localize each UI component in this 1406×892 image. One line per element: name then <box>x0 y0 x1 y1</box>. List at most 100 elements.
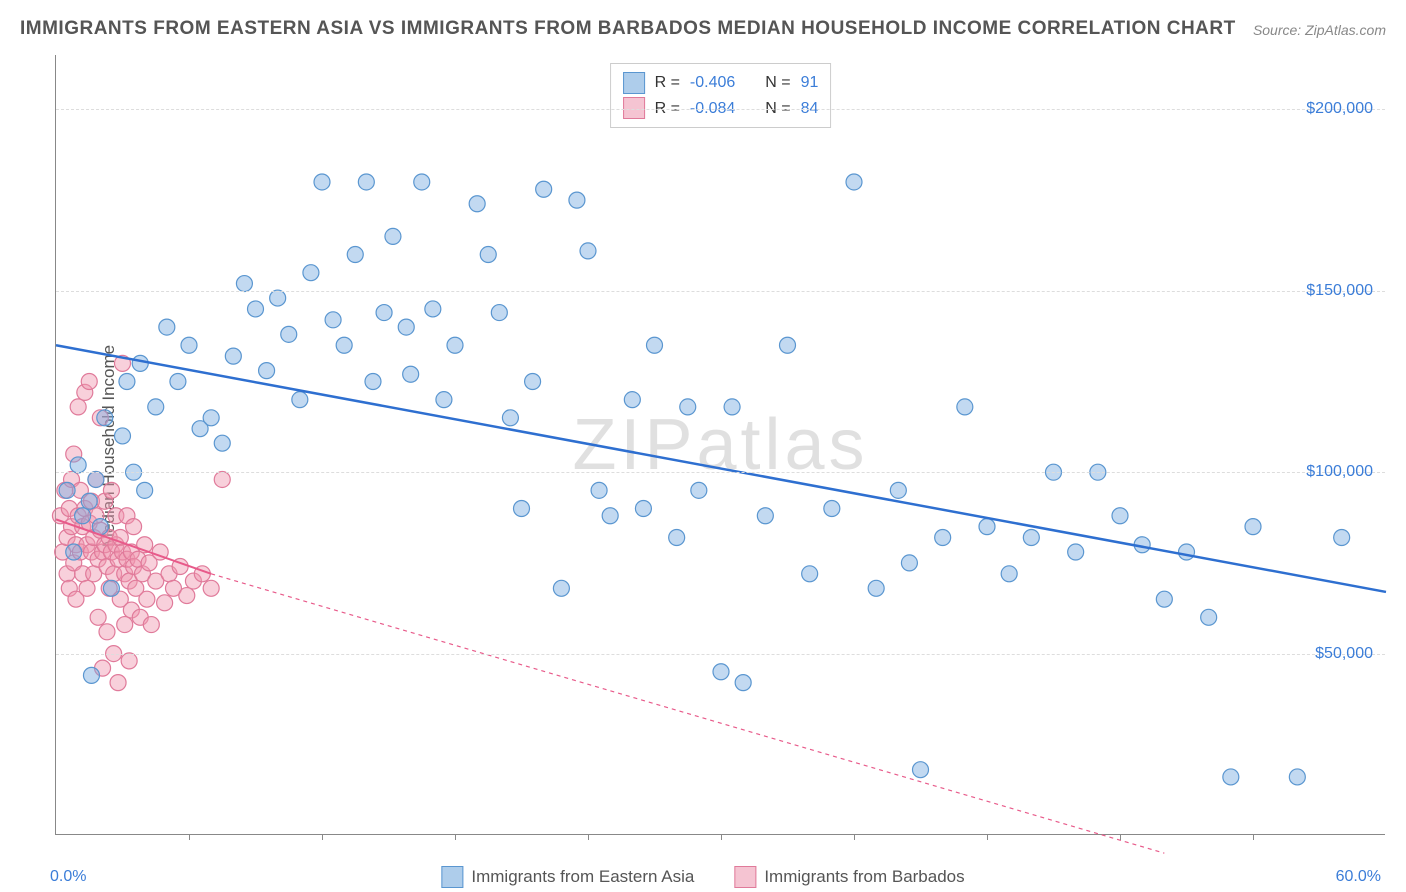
scatter-point <box>214 435 230 451</box>
scatter-point <box>126 519 142 535</box>
y-tick-label: $100,000 <box>1306 463 1373 481</box>
scatter-point <box>137 482 153 498</box>
scatter-point <box>81 374 97 390</box>
scatter-point <box>979 519 995 535</box>
scatter-point <box>75 508 91 524</box>
r-label: R = <box>655 96 680 122</box>
legend-swatch-1 <box>623 97 645 119</box>
scatter-point <box>1156 591 1172 607</box>
scatter-point <box>398 319 414 335</box>
scatter-point <box>121 653 137 669</box>
scatter-point <box>325 312 341 328</box>
scatter-point <box>59 482 75 498</box>
legend-label-1: Immigrants from Barbados <box>764 867 964 887</box>
scatter-point <box>913 762 929 778</box>
scatter-point <box>347 247 363 263</box>
scatter-point <box>376 305 392 321</box>
scatter-point <box>365 374 381 390</box>
scatter-point <box>214 471 230 487</box>
x-tick <box>854 834 855 840</box>
scatter-point <box>669 530 685 546</box>
scatter-point <box>170 374 186 390</box>
scatter-point <box>97 410 113 426</box>
x-tick <box>322 834 323 840</box>
scatter-point <box>802 566 818 582</box>
y-tick-label: $50,000 <box>1315 645 1373 663</box>
trend-line-extrap <box>211 574 1164 853</box>
scatter-point <box>901 555 917 571</box>
n-value-1: 84 <box>801 96 819 122</box>
scatter-point <box>1201 609 1217 625</box>
gridline-h <box>56 472 1385 473</box>
scatter-point <box>425 301 441 317</box>
scatter-point <box>1223 769 1239 785</box>
scatter-point <box>868 580 884 596</box>
y-tick-label: $150,000 <box>1306 282 1373 300</box>
scatter-point <box>602 508 618 524</box>
scatter-point <box>90 609 106 625</box>
scatter-point <box>179 588 195 604</box>
scatter-point <box>502 410 518 426</box>
scatter-point <box>181 337 197 353</box>
legend-swatch-b1 <box>734 866 756 888</box>
scatter-point <box>159 319 175 335</box>
scatter-point <box>890 482 906 498</box>
scatter-point <box>757 508 773 524</box>
scatter-point <box>525 374 541 390</box>
legend-row-series-1: R = -0.084 N = 84 <box>623 96 819 122</box>
scatter-point <box>139 591 155 607</box>
scatter-point <box>203 410 219 426</box>
r-value-1: -0.084 <box>690 96 735 122</box>
scatter-point <box>635 500 651 516</box>
scatter-point <box>1245 519 1261 535</box>
scatter-point <box>83 667 99 683</box>
scatter-point <box>81 493 97 509</box>
scatter-point <box>414 174 430 190</box>
scatter-point <box>724 399 740 415</box>
scatter-point <box>70 457 86 473</box>
chart-title: IMMIGRANTS FROM EASTERN ASIA VS IMMIGRAN… <box>20 18 1236 40</box>
scatter-point <box>79 580 95 596</box>
x-tick <box>588 834 589 840</box>
scatter-point <box>780 337 796 353</box>
chart-container: IMMIGRANTS FROM EASTERN ASIA VS IMMIGRAN… <box>0 0 1406 892</box>
scatter-point <box>143 617 159 633</box>
scatter-point <box>624 392 640 408</box>
gridline-h <box>56 109 1385 110</box>
scatter-point <box>436 392 452 408</box>
scatter-point <box>1023 530 1039 546</box>
x-tick <box>1120 834 1121 840</box>
scatter-point <box>680 399 696 415</box>
scatter-point <box>647 337 663 353</box>
n-label: N = <box>765 70 790 96</box>
scatter-point <box>99 624 115 640</box>
x-tick <box>721 834 722 840</box>
scatter-point <box>248 301 264 317</box>
scatter-point <box>119 374 135 390</box>
scatter-point <box>735 675 751 691</box>
legend-series: Immigrants from Eastern Asia Immigrants … <box>441 866 964 888</box>
scatter-point <box>1179 544 1195 560</box>
legend-swatch-b0 <box>441 866 463 888</box>
scatter-point <box>66 544 82 560</box>
scatter-point <box>336 337 352 353</box>
x-tick <box>987 834 988 840</box>
legend-label-0: Immigrants from Eastern Asia <box>471 867 694 887</box>
source-attribution: Source: ZipAtlas.com <box>1253 22 1386 38</box>
r-value-0: -0.406 <box>690 70 735 96</box>
x-tick <box>455 834 456 840</box>
x-tick <box>1253 834 1254 840</box>
n-value-0: 91 <box>801 70 819 96</box>
scatter-point <box>385 228 401 244</box>
scatter-point <box>1112 508 1128 524</box>
scatter-point <box>1289 769 1305 785</box>
scatter-point <box>303 265 319 281</box>
legend-row-series-0: R = -0.406 N = 91 <box>623 70 819 96</box>
gridline-h <box>56 654 1385 655</box>
r-label: R = <box>655 70 680 96</box>
scatter-point <box>491 305 507 321</box>
scatter-point <box>935 530 951 546</box>
scatter-point <box>846 174 862 190</box>
plot-svg <box>56 55 1385 834</box>
scatter-point <box>103 580 119 596</box>
